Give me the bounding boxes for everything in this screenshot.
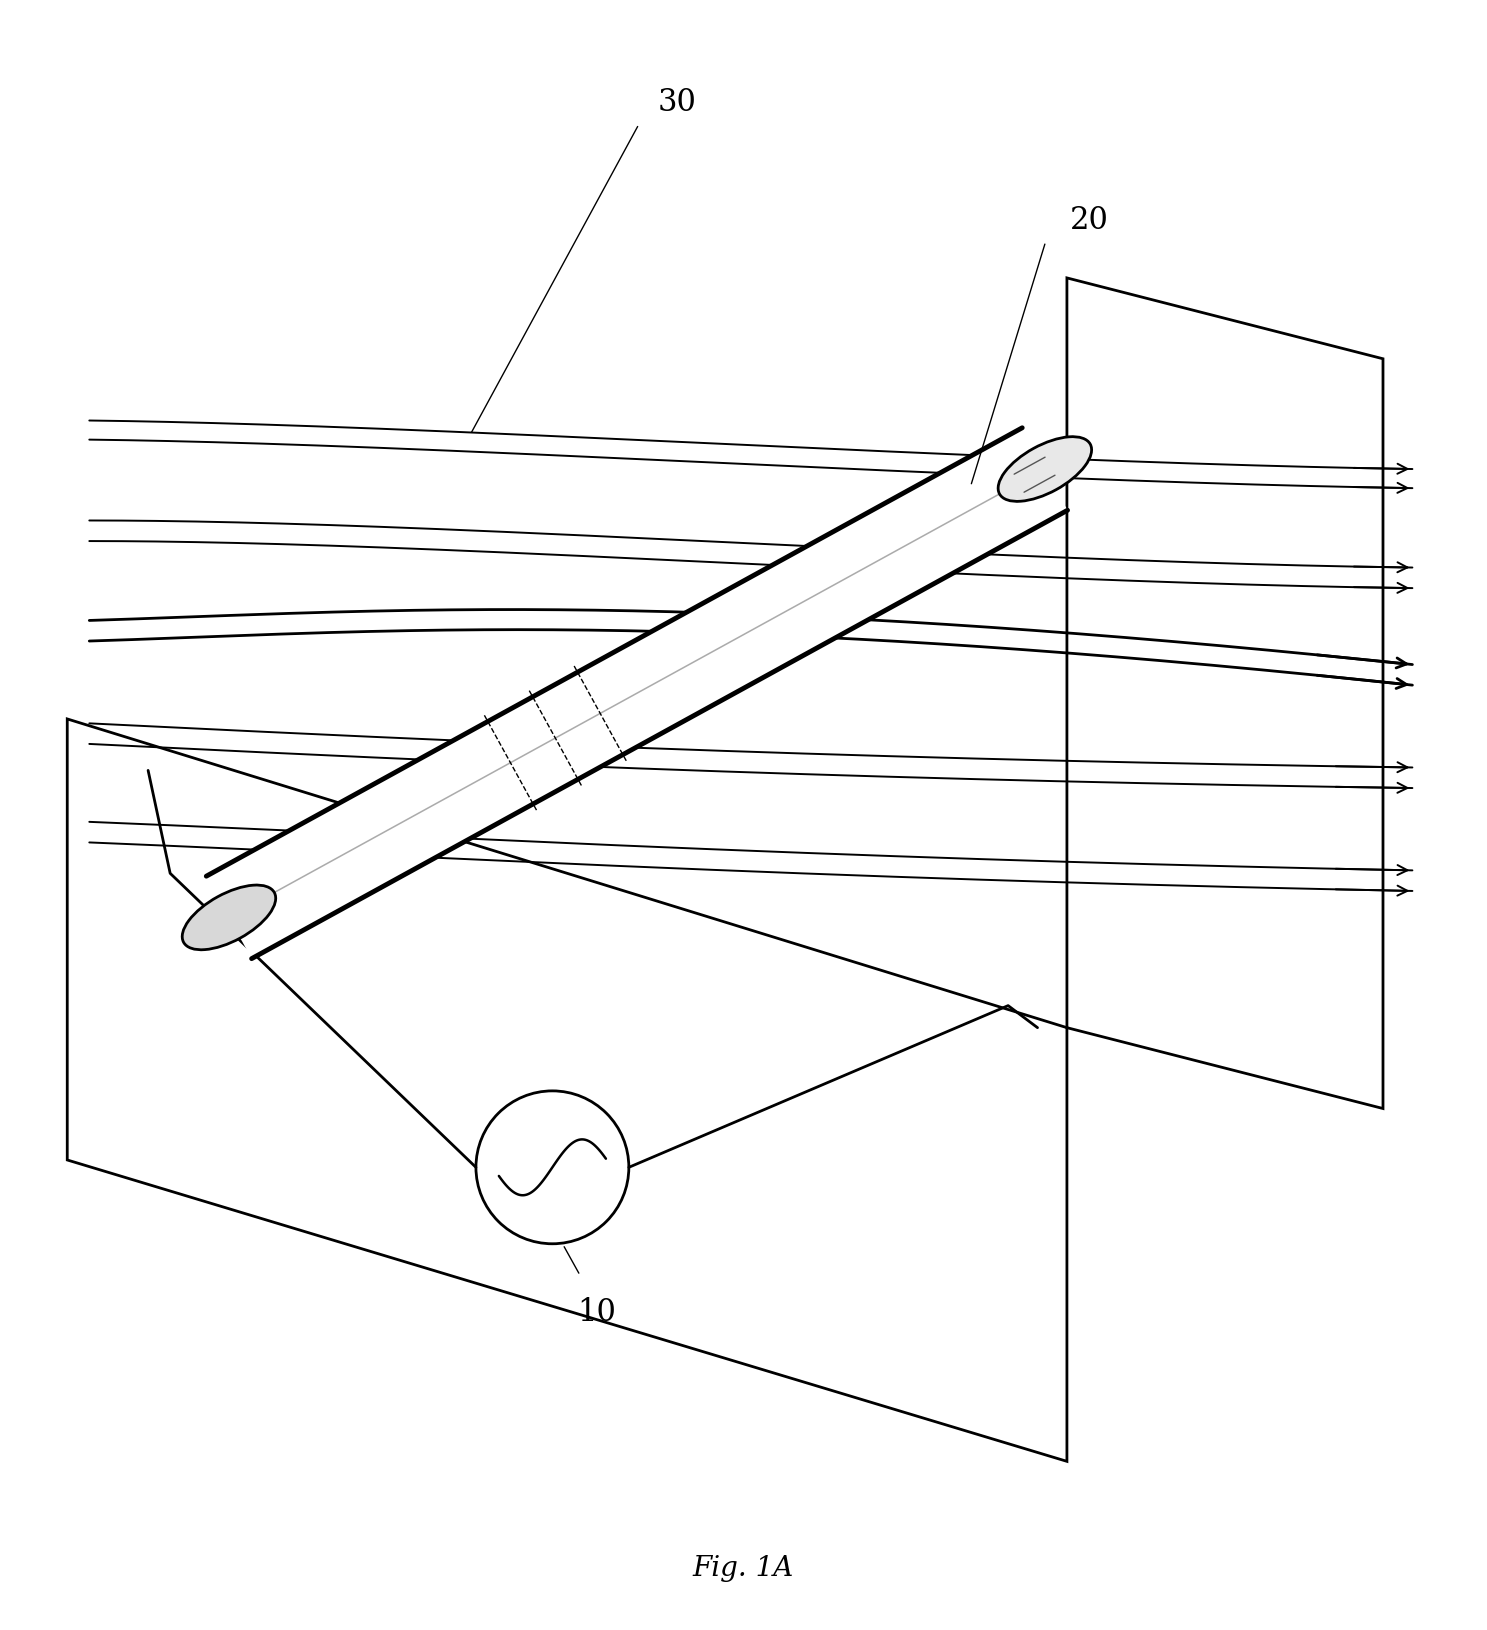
Text: Fig. 1A: Fig. 1A <box>693 1553 794 1581</box>
Text: 30: 30 <box>657 86 697 117</box>
Polygon shape <box>207 429 1068 958</box>
Text: 20: 20 <box>1069 204 1108 235</box>
Ellipse shape <box>183 885 275 950</box>
Text: 10: 10 <box>577 1296 616 1327</box>
Ellipse shape <box>998 437 1091 502</box>
